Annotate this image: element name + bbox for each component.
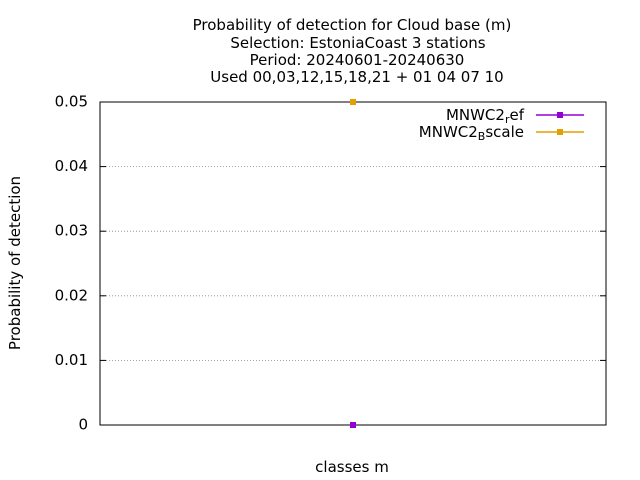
y-tick-label: 0.05	[55, 93, 88, 111]
legend-label-2: MNWC2Bscale	[419, 123, 524, 144]
legend-marker-2	[557, 129, 563, 135]
title-line-1: Probability of detection for Cloud base …	[193, 16, 512, 34]
title-line-4: Used 00,03,12,15,18,21 + 01 04 07 10	[210, 68, 503, 86]
series-group	[350, 99, 356, 428]
y-tick-label: 0.03	[55, 222, 88, 240]
y-tick-labels: 0 0.01 0.02 0.03 0.04 0.05	[55, 93, 88, 434]
legend-label-1: MNWC2ref	[446, 106, 525, 127]
data-point-series-2	[350, 99, 356, 105]
y-tick-label: 0.02	[55, 286, 88, 304]
y-tick-label: 0	[78, 416, 88, 434]
x-axis-label: classes m	[315, 458, 389, 476]
legend-marker-1	[557, 112, 563, 118]
legend: MNWC2ref MNWC2Bscale	[419, 106, 584, 144]
title-line-2: Selection: EstoniaCoast 3 stations	[230, 34, 485, 52]
y-tick-label: 0.01	[55, 351, 88, 369]
data-point-series-1	[350, 422, 356, 428]
y-axis-label: Probability of detection	[6, 176, 24, 350]
plot-area-border	[99, 101, 607, 426]
y-tick-label: 0.04	[55, 157, 88, 175]
title-line-3: Period: 20240601-20240630	[250, 51, 465, 69]
y-gridlines	[100, 101, 606, 426]
chart-title: Probability of detection for Cloud base …	[193, 16, 512, 86]
